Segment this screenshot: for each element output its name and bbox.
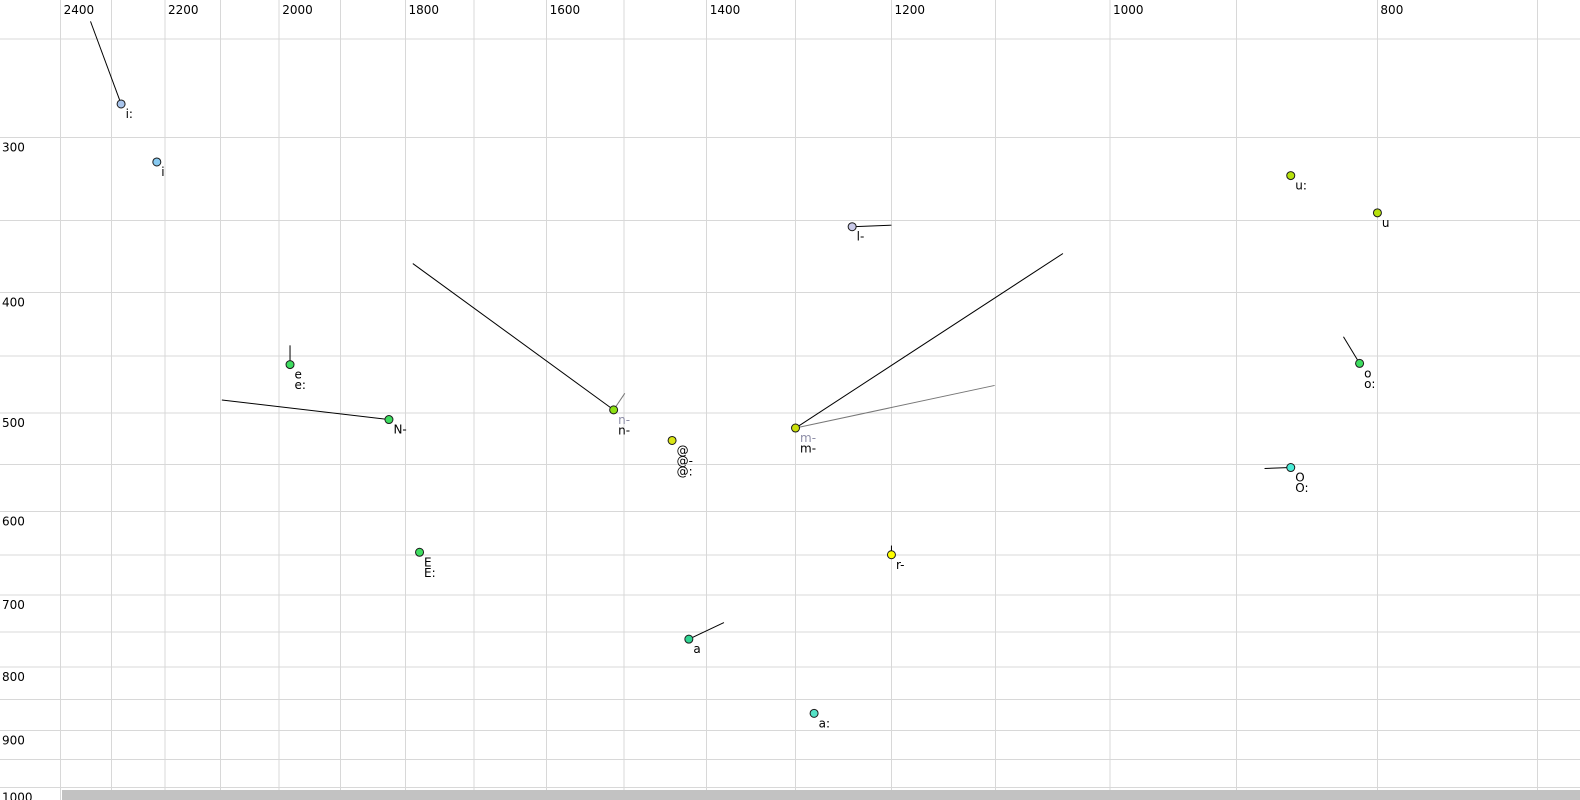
point-labels: i: i ee: N-n-n- @@-@: m-m-l-r-u: u oo: OO: EE: a a: <box>126 107 1390 730</box>
data-point-o <box>1355 358 1365 368</box>
point-label-u-0: u <box>1382 216 1390 230</box>
data-point-l- <box>847 222 857 232</box>
point-label-o-0: o <box>1364 366 1371 380</box>
x-tick-label-1600: 1600 <box>550 3 581 17</box>
point-label-l--0: l- <box>857 230 865 244</box>
point-label-N--0: N- <box>393 423 406 437</box>
trajectory-line-a-11 <box>688 622 725 640</box>
data-point-u <box>1372 208 1382 218</box>
y-tick-label-400: 400 <box>2 296 25 310</box>
point-label-O-0: O <box>1295 471 1304 485</box>
point-label-n--1: n- <box>618 423 630 437</box>
y-tick-label-500: 500 <box>2 416 25 430</box>
trajectory-line-m--5 <box>795 253 1064 429</box>
y-tick-label-700: 700 <box>2 598 25 612</box>
point-label-E-0: E <box>424 555 432 569</box>
point-label-n--0: n- <box>618 413 630 427</box>
trajectory-line-l--7 <box>852 224 892 228</box>
trajectory-line-i:-0 <box>90 21 122 105</box>
data-point-r- <box>886 550 896 560</box>
point-label-a:-0: a: <box>819 716 830 730</box>
point-label-O-1: O: <box>1295 481 1308 495</box>
point-label-m--0: m- <box>800 431 816 445</box>
data-point-i <box>152 157 162 167</box>
trajectory-lines <box>90 21 1361 640</box>
x-axis-labels: 2400 2200 2000 1800 1600 1400 1200 1000 800 <box>64 3 1404 17</box>
data-point-n- <box>609 405 619 415</box>
data-point-u: <box>1286 171 1296 181</box>
y-axis-labels: 300 400 500 600 700 800 900 1000 <box>2 140 33 800</box>
data-point-E <box>415 547 425 557</box>
point-label-e-0: e <box>295 368 302 382</box>
point-label-u:-0: u: <box>1295 179 1307 193</box>
x-tick-label-2000: 2000 <box>282 3 313 17</box>
y-tick-label-900: 900 <box>2 733 25 747</box>
data-point-O <box>1286 463 1296 473</box>
point-label-@-2: @: <box>677 464 693 478</box>
point-label-i:-0: i: <box>126 107 133 121</box>
x-tick-label-1000: 1000 <box>1113 3 1144 17</box>
point-label-E-1: E: <box>424 566 436 580</box>
x-tick-label-1800: 1800 <box>408 3 439 17</box>
x-tick-label-1400: 1400 <box>710 3 741 17</box>
data-point-a: <box>809 708 819 718</box>
point-label-m--1: m- <box>800 442 816 456</box>
trajectory-line-n--3 <box>412 263 614 411</box>
data-point-N- <box>384 415 394 425</box>
x-tick-label-1200: 1200 <box>894 3 925 17</box>
point-label-r--0: r- <box>896 558 905 572</box>
point-label-i-0: i <box>161 165 164 179</box>
trajectory-line-o-9 <box>1343 336 1361 364</box>
point-label-@-0: @ <box>677 443 689 457</box>
bottom-gray-band <box>62 790 1580 800</box>
trajectory-line-N--2 <box>221 399 389 421</box>
data-point-e <box>285 360 295 370</box>
trajectory-line-m--6 <box>795 384 995 429</box>
data-point-m- <box>791 423 801 433</box>
point-label-o-1: o: <box>1364 377 1375 391</box>
y-tick-label-300: 300 <box>2 140 25 154</box>
point-label-a-0: a <box>693 642 700 656</box>
y-tick-label-1000: 1000 <box>2 790 33 800</box>
y-tick-label-800: 800 <box>2 670 25 684</box>
data-points <box>116 99 1382 718</box>
x-tick-label-2200: 2200 <box>168 3 199 17</box>
x-tick-label-2400: 2400 <box>64 3 95 17</box>
point-label-@-1: @- <box>677 454 693 468</box>
data-point-@ <box>667 435 677 445</box>
data-point-i: <box>116 99 126 109</box>
data-point-a <box>684 634 694 644</box>
y-tick-label-600: 600 <box>2 515 25 529</box>
point-label-e-1: e: <box>295 378 306 392</box>
bottom-band <box>62 790 1580 800</box>
x-tick-label-800: 800 <box>1380 3 1403 17</box>
